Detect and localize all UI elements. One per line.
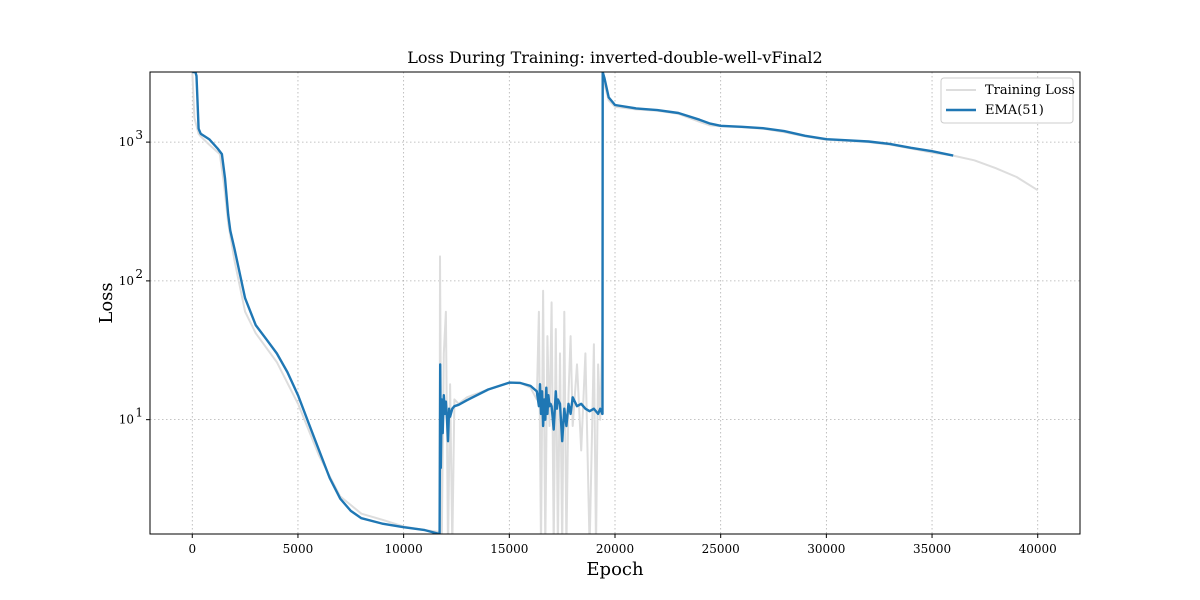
legend: Training Loss EMA(51) (940, 77, 1075, 124)
x-tick-label: 5000 (283, 542, 314, 556)
y-tick-label: 10 (119, 413, 134, 427)
y-tick-exponent: 3 (135, 128, 143, 142)
x-axis-label: Epoch (586, 559, 644, 580)
x-tick-label: 10000 (385, 542, 423, 556)
x-tick-label: 35000 (913, 542, 951, 556)
y-axis-label: Loss (96, 282, 117, 323)
y-tick-exponent: 2 (135, 267, 143, 281)
legend-label-ema: EMA(51) (985, 103, 1044, 118)
x-tick-label: 25000 (702, 542, 740, 556)
x-axis: 0 5000 10000 15000 20000 25000 30000 35000 40000 (188, 534, 1057, 556)
x-tick-label: 15000 (490, 542, 528, 556)
series-ema (192, 72, 954, 534)
y-tick-exponent: 1 (135, 406, 143, 420)
y-tick-label: 10 (119, 135, 134, 149)
y-tick-label: 10 (119, 274, 134, 288)
chart-title: Loss During Training: inverted-double-we… (407, 48, 822, 67)
x-tick-label: 20000 (596, 542, 634, 556)
grid (150, 72, 1080, 534)
x-tick-label: 40000 (1019, 542, 1057, 556)
legend-label-training-loss: Training Loss (985, 83, 1075, 98)
x-tick-label: 30000 (807, 542, 845, 556)
x-tick-label: 0 (188, 542, 196, 556)
